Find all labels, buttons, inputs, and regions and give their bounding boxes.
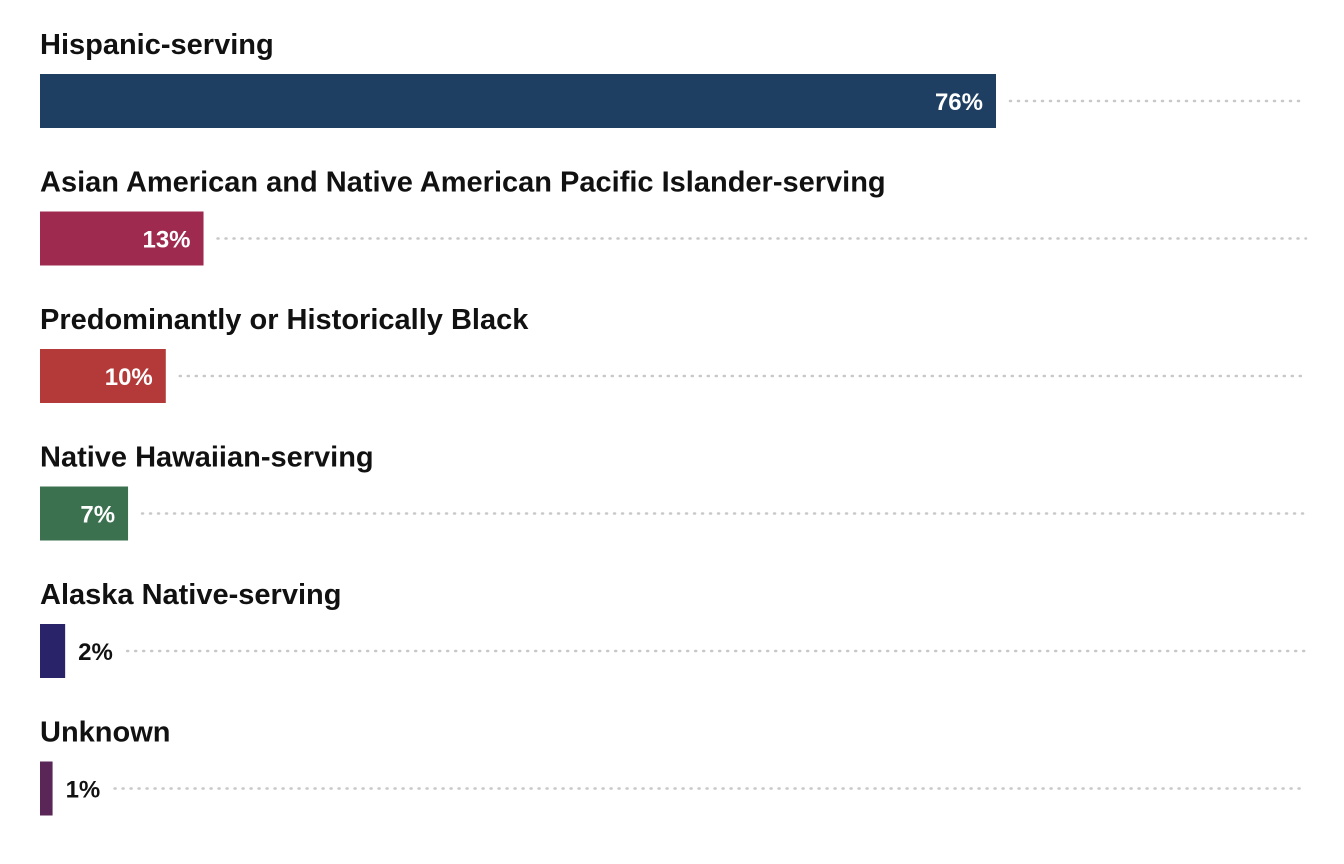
- bar-row: Unknown 1%: [40, 717, 1308, 816]
- value-label: 10%: [105, 364, 153, 391]
- bar-row: Alaska Native-serving 2%: [40, 579, 1308, 678]
- value-label: 2%: [78, 639, 113, 666]
- bar: [40, 486, 129, 541]
- category-label: Alaska Native-serving: [40, 579, 341, 611]
- category-label: Predominantly or Historically Black: [40, 304, 529, 336]
- bar-row: Predominantly or Historically Black 10%: [40, 304, 1308, 403]
- bar: [40, 624, 66, 678]
- category-label: Asian American and Native American Pacif…: [40, 167, 886, 199]
- bars-layer: Hispanic-serving 76% Asian American and Na…: [40, 29, 1308, 816]
- bar-row: Hispanic-serving 76%: [40, 29, 1308, 128]
- value-label: 7%: [80, 502, 115, 529]
- category-label: Hispanic-serving: [40, 29, 274, 61]
- category-label: Unknown: [40, 717, 171, 749]
- bar: [40, 211, 204, 266]
- bar-row: Asian American and Native American Pacif…: [40, 167, 1308, 266]
- bar: [40, 349, 166, 403]
- bar: [40, 74, 996, 128]
- bar: [40, 761, 53, 816]
- value-label: 1%: [66, 777, 101, 804]
- bar-row: Native Hawaiian-serving 7%: [40, 442, 1308, 541]
- value-label: 13%: [142, 227, 190, 254]
- value-label: 76%: [935, 89, 983, 116]
- category-label: Native Hawaiian-serving: [40, 442, 374, 474]
